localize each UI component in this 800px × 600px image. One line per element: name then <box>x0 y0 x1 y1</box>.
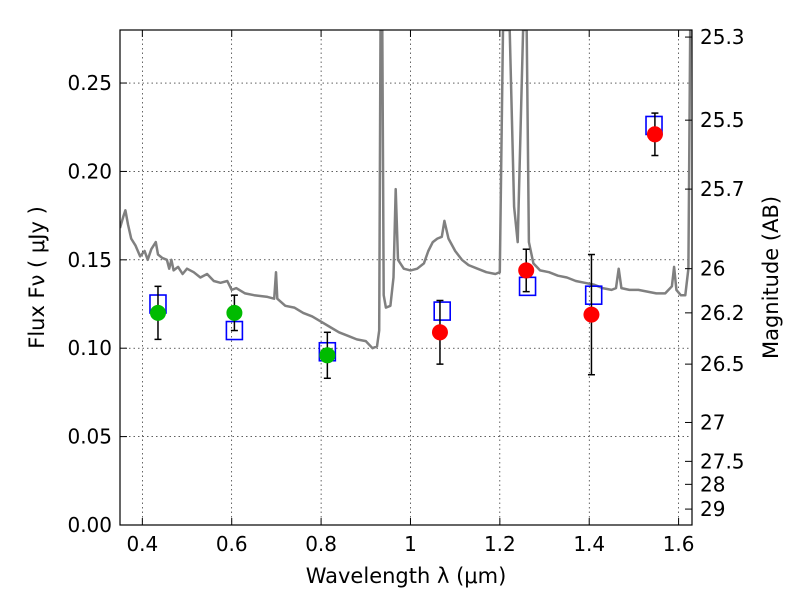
ticks: 0.4 0.6 0.8 1 1.2 1.4 1.6 0.00 0.05 0.10 0.15 0.20 0… <box>67 25 744 556</box>
plot-frame <box>119 29 693 526</box>
y2-tick-label: 27 <box>700 410 725 434</box>
y-tick-label: 0.05 <box>67 425 112 449</box>
y-tick-label: 0.15 <box>67 248 112 272</box>
spectrum-line <box>120 30 692 350</box>
grid <box>120 30 692 526</box>
x-axis-label: Wavelength λ (μm) <box>306 564 507 588</box>
model-square-marker <box>518 276 537 297</box>
data-point <box>226 304 243 321</box>
data-point <box>149 304 166 321</box>
data-point <box>319 347 336 364</box>
markers <box>149 112 663 380</box>
y2-tick-label: 26.2 <box>700 301 745 325</box>
y-axis-label: Flux Fν ( μJy ) <box>25 206 49 349</box>
x-tick-label: 1.2 <box>484 532 516 556</box>
data-point <box>583 306 600 323</box>
model-square-marker <box>433 301 451 321</box>
y2-tick-label: 25.3 <box>700 25 745 49</box>
x-tick-label: 1 <box>404 532 417 556</box>
y-tick-label: 0.20 <box>67 159 112 183</box>
x-tick-label: 1.6 <box>663 532 695 556</box>
x-tick-label: 0.8 <box>305 532 337 556</box>
y2-tick-label: 26.5 <box>700 352 745 376</box>
y-tick-label: 0.00 <box>67 513 112 537</box>
y2-tick-label: 25.7 <box>700 177 745 201</box>
y2-axis-label: Magnitude (AB) <box>759 196 783 359</box>
spectrum-polyline <box>120 30 692 350</box>
y-tick-label: 0.10 <box>67 336 112 360</box>
data-point <box>431 324 448 341</box>
model-square-marker <box>584 285 603 305</box>
x-tick-label: 1.4 <box>573 532 605 556</box>
data-point <box>646 126 663 143</box>
x-tick-label: 0.4 <box>126 532 158 556</box>
y2-tick-label: 25.5 <box>700 108 745 132</box>
x-tick-label: 0.6 <box>216 532 248 556</box>
y2-tick-label: 28 <box>700 472 725 496</box>
y2-tick-label: 26 <box>700 257 725 281</box>
y-tick-label: 0.25 <box>67 71 112 95</box>
y2-tick-label: 27.5 <box>700 449 745 473</box>
y2-tick-label: 29 <box>700 497 725 521</box>
data-point <box>518 262 535 279</box>
